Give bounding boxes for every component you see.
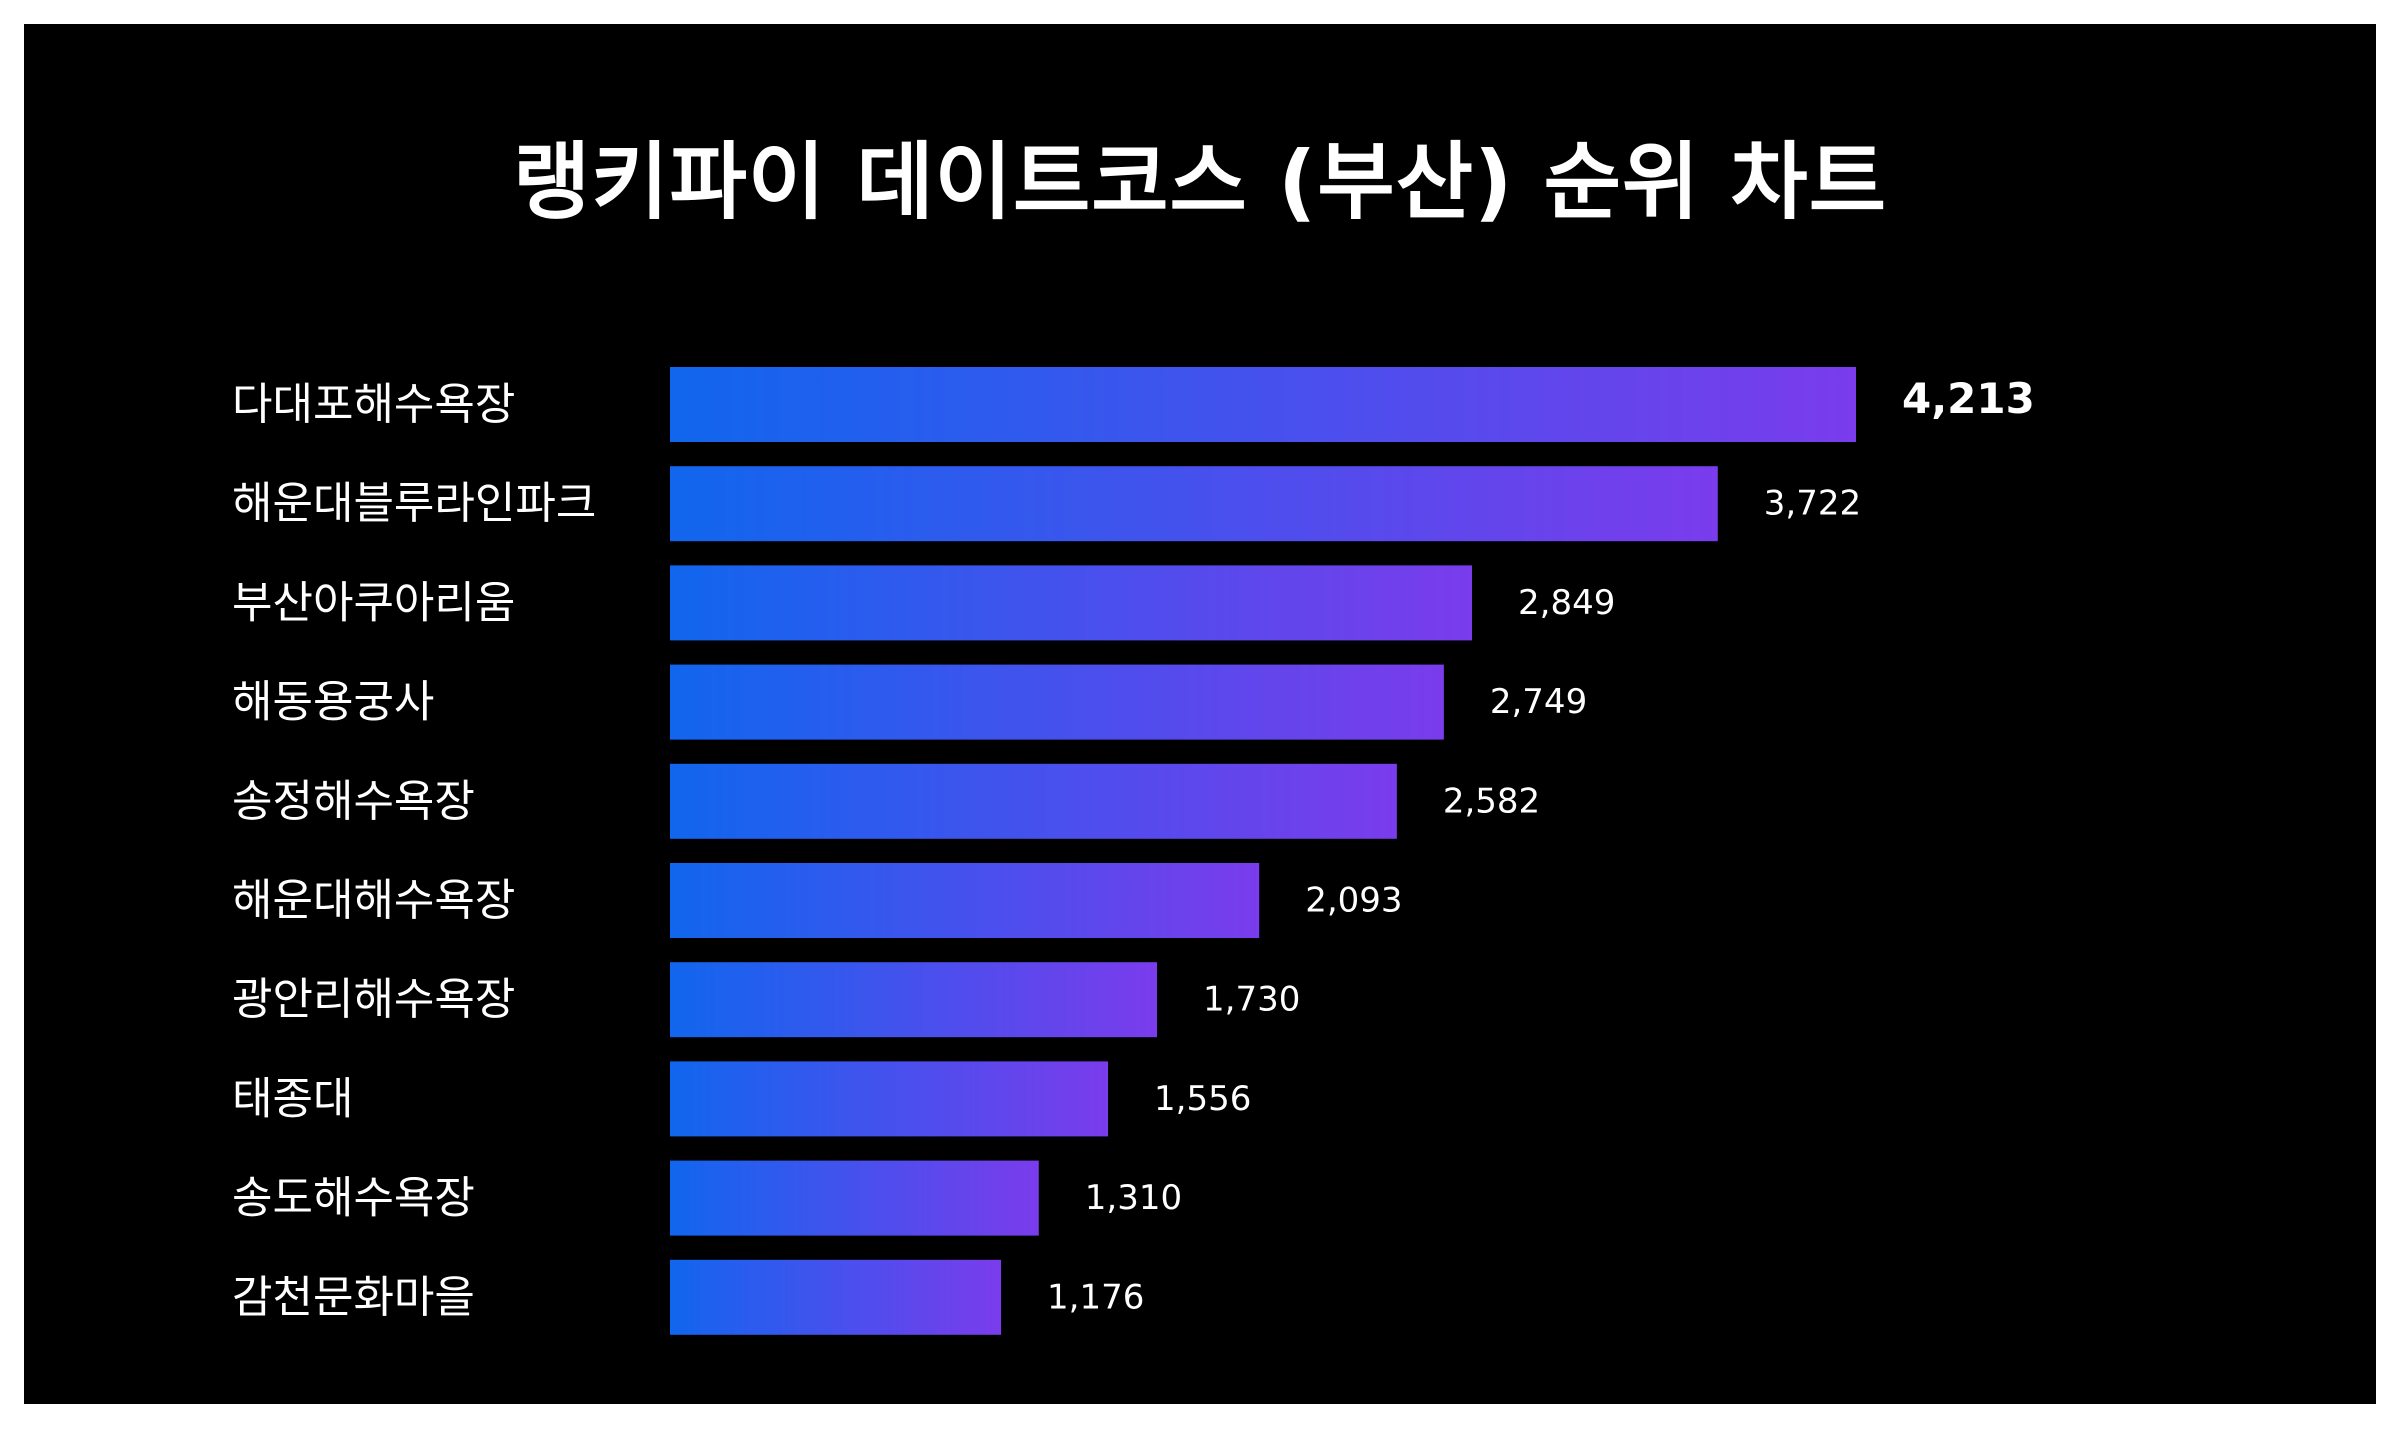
value-label: 1,310 — [1085, 1178, 1182, 1218]
category-label: 광안리해수욕장 — [232, 974, 515, 1025]
category-label: 해운대해수욕장 — [232, 875, 515, 926]
category-label: 다대포해수욕장 — [232, 379, 515, 430]
bar — [670, 1061, 1109, 1137]
category-label: 감천문화마을 — [232, 1272, 475, 1323]
category-label: 해운대블루라인파크 — [232, 478, 596, 529]
category-label: 송도해수욕장 — [232, 1173, 475, 1224]
value-label: 3,722 — [1764, 484, 1861, 524]
bar — [670, 1259, 1002, 1335]
category-label: 송정해수욕장 — [232, 776, 475, 827]
category-label: 해동용궁사 — [232, 677, 434, 728]
bar — [670, 466, 1718, 542]
value-label: 1,176 — [1047, 1277, 1144, 1317]
value-label: 2,093 — [1305, 881, 1402, 921]
category-label: 태종대 — [232, 1073, 353, 1124]
bars-group: 다대포해수욕장 4,213 해운대블루라인파크 3,722 부산아쿠아리움 2,849 해동… — [232, 367, 2035, 1335]
bar — [670, 565, 1473, 641]
bar — [670, 367, 1856, 442]
value-label: 2,749 — [1490, 682, 1587, 722]
bar — [670, 863, 1260, 938]
chart-title: 랭키파이 데이트코스 (부산) 순위 차트 — [513, 133, 1887, 231]
bar — [670, 962, 1158, 1038]
category-label: 부산아쿠아리움 — [232, 577, 515, 628]
value-label: 1,556 — [1154, 1079, 1251, 1119]
value-label: 4,213 — [1902, 374, 2035, 423]
bar — [670, 1160, 1039, 1236]
value-label: 2,849 — [1518, 583, 1615, 623]
bar — [670, 664, 1444, 740]
value-label: 1,730 — [1203, 980, 1300, 1020]
bar — [670, 763, 1397, 839]
value-label: 2,582 — [1443, 781, 1540, 821]
